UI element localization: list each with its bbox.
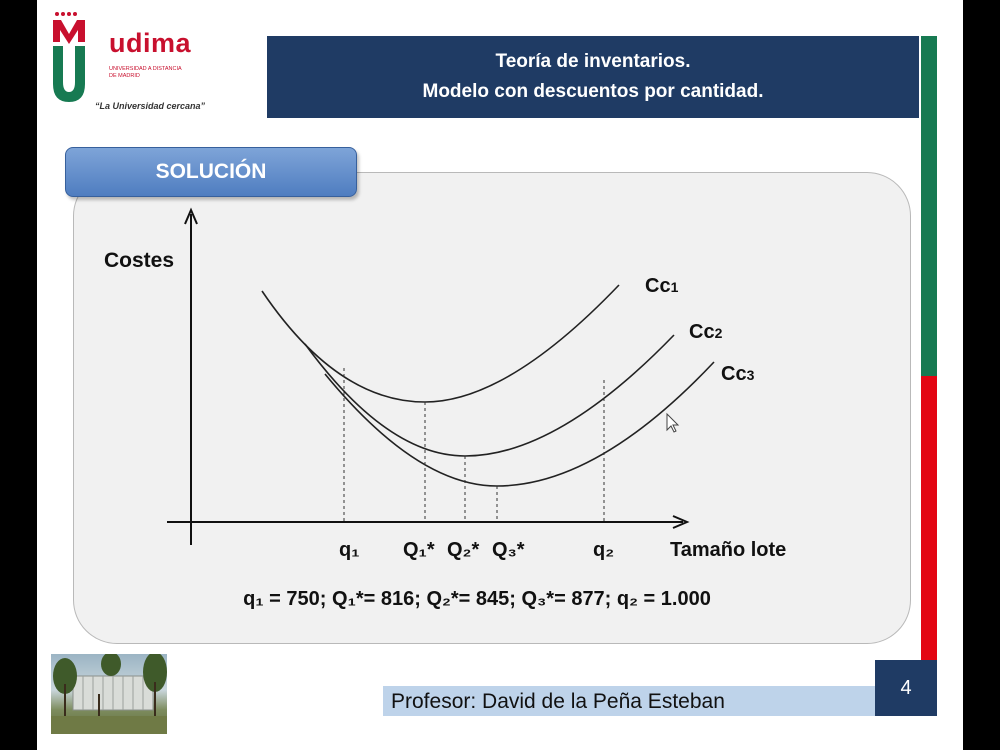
red-stripe <box>921 376 937 660</box>
solution-values: q₁ = 750; Q₁*= 816; Q₂*= 845; Q₃*= 877; … <box>243 588 711 610</box>
marker-label-q2: q₂ <box>593 539 614 561</box>
campus-building-photo <box>51 654 167 734</box>
y-axis-arrow-icon <box>184 207 198 225</box>
curve-cc2 <box>304 334 675 457</box>
section-label: SOLUCIÓN <box>65 147 357 197</box>
curve-label-cc1: Cc1 <box>645 275 679 297</box>
slide-title-line-1: Teoría de inventarios. <box>495 51 691 72</box>
marker-label-Q2: Q₂* <box>447 539 479 561</box>
logo-subtitle: UNIVERSIDAD A DISTANCIA DE MADRID <box>109 66 182 79</box>
content-panel <box>73 172 911 644</box>
x-axis-label: Tamaño lote <box>670 539 786 561</box>
x-axis-arrow-icon <box>672 515 690 529</box>
logo-wordmark: udima <box>109 28 192 58</box>
slide-title-line-2: Modelo con descuentos por cantidad. <box>422 81 764 102</box>
curve-cc1 <box>261 284 620 403</box>
curve-label-cc2: Cc2 <box>689 321 723 343</box>
udima-shield-icon <box>53 12 85 102</box>
green-stripe <box>921 36 937 376</box>
curve-cc3 <box>324 361 715 487</box>
page-number: 4 <box>875 660 937 716</box>
y-axis-label: Costes <box>104 249 174 272</box>
logo-tagline: “La Universidad cercana” <box>95 101 206 111</box>
curve-label-cc3: Cc3 <box>721 363 755 385</box>
marker-label-Q1: Q₁* <box>403 539 435 561</box>
cost-curves-diagram: Costes Tamaño lote q₁ Q₁* Q₂* Q₃* q₂ Cc1… <box>104 207 786 561</box>
slide: udima UNIVERSIDAD A DISTANCIA DE MADRID … <box>37 0 963 750</box>
slide-title-bar: Teoría de inventarios. Modelo con descue… <box>267 36 919 118</box>
udima-logo: udima UNIVERSIDAD A DISTANCIA DE MADRID … <box>47 8 237 118</box>
marker-label-Q3: Q₃* <box>492 539 525 561</box>
professor-bar: Profesor: David de la Peña Esteban <box>383 686 875 716</box>
mouse-cursor-icon <box>666 412 680 433</box>
marker-label-q1: q₁ <box>339 539 360 561</box>
campus-photo-illustration <box>51 654 167 734</box>
